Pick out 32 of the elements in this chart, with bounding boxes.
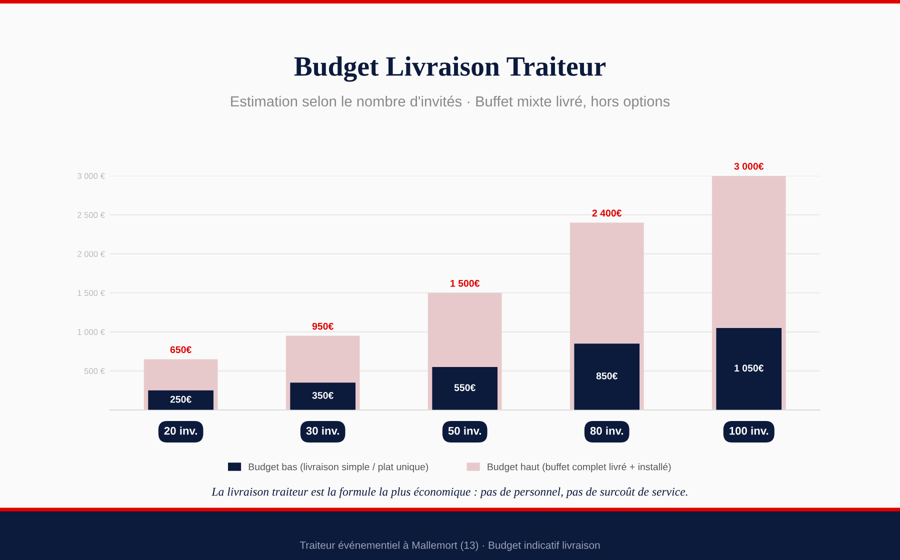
y-tick-label: 1 000 € [78,329,105,335]
data-label: 850€ [596,372,618,380]
x-tick-label: 20 inv. [164,426,197,435]
data-label: 650€ [170,346,192,354]
data-label: 550€ [454,384,476,392]
bar [290,382,356,410]
text: La livraison traiteur est la formule la plus économique : pas de personnel, pas de surcoût de service. [212,487,688,498]
data-label: 250€ [170,396,192,403]
data-label: 3 000€ [734,162,764,170]
y-tick-label: 2 000 € [78,251,105,257]
bar [716,328,782,410]
chart-title: Budget Livraison Traiteur [294,56,606,82]
y-tick-label: 2 500 € [78,212,105,218]
data-label: 2 400€ [592,210,622,217]
chart-subtitle: Estimation selon le nombre d'invités · Buffet mixte livré, hors options [231,96,670,110]
x-tick-label: 50 inv. [448,426,481,435]
legend-label: Budget bas (livraison simple / plat unique) [248,463,428,472]
legend-label: Budget haut (buffet complet livré + installé) [488,463,671,472]
data-label: 1 500€ [450,280,480,287]
y-tick-label: 500 € [84,368,105,374]
y-tick-label: 1 500 € [78,290,105,296]
x-tick-label: 80 inv. [590,426,623,435]
bar [574,344,640,410]
x-tick-label: 100 inv. [730,426,768,435]
data-label: 350€ [312,392,334,399]
bar [432,367,498,410]
y-tick-label: 3 000 € [77,173,105,179]
x-tick-label: 30 inv. [306,426,339,435]
text: Traiteur événementiel à Mallemort (13) · Budget indicatif livraison [300,541,600,551]
data-label: 1 050€ [734,364,764,372]
bar [148,390,214,410]
data-label: 950€ [312,322,334,330]
